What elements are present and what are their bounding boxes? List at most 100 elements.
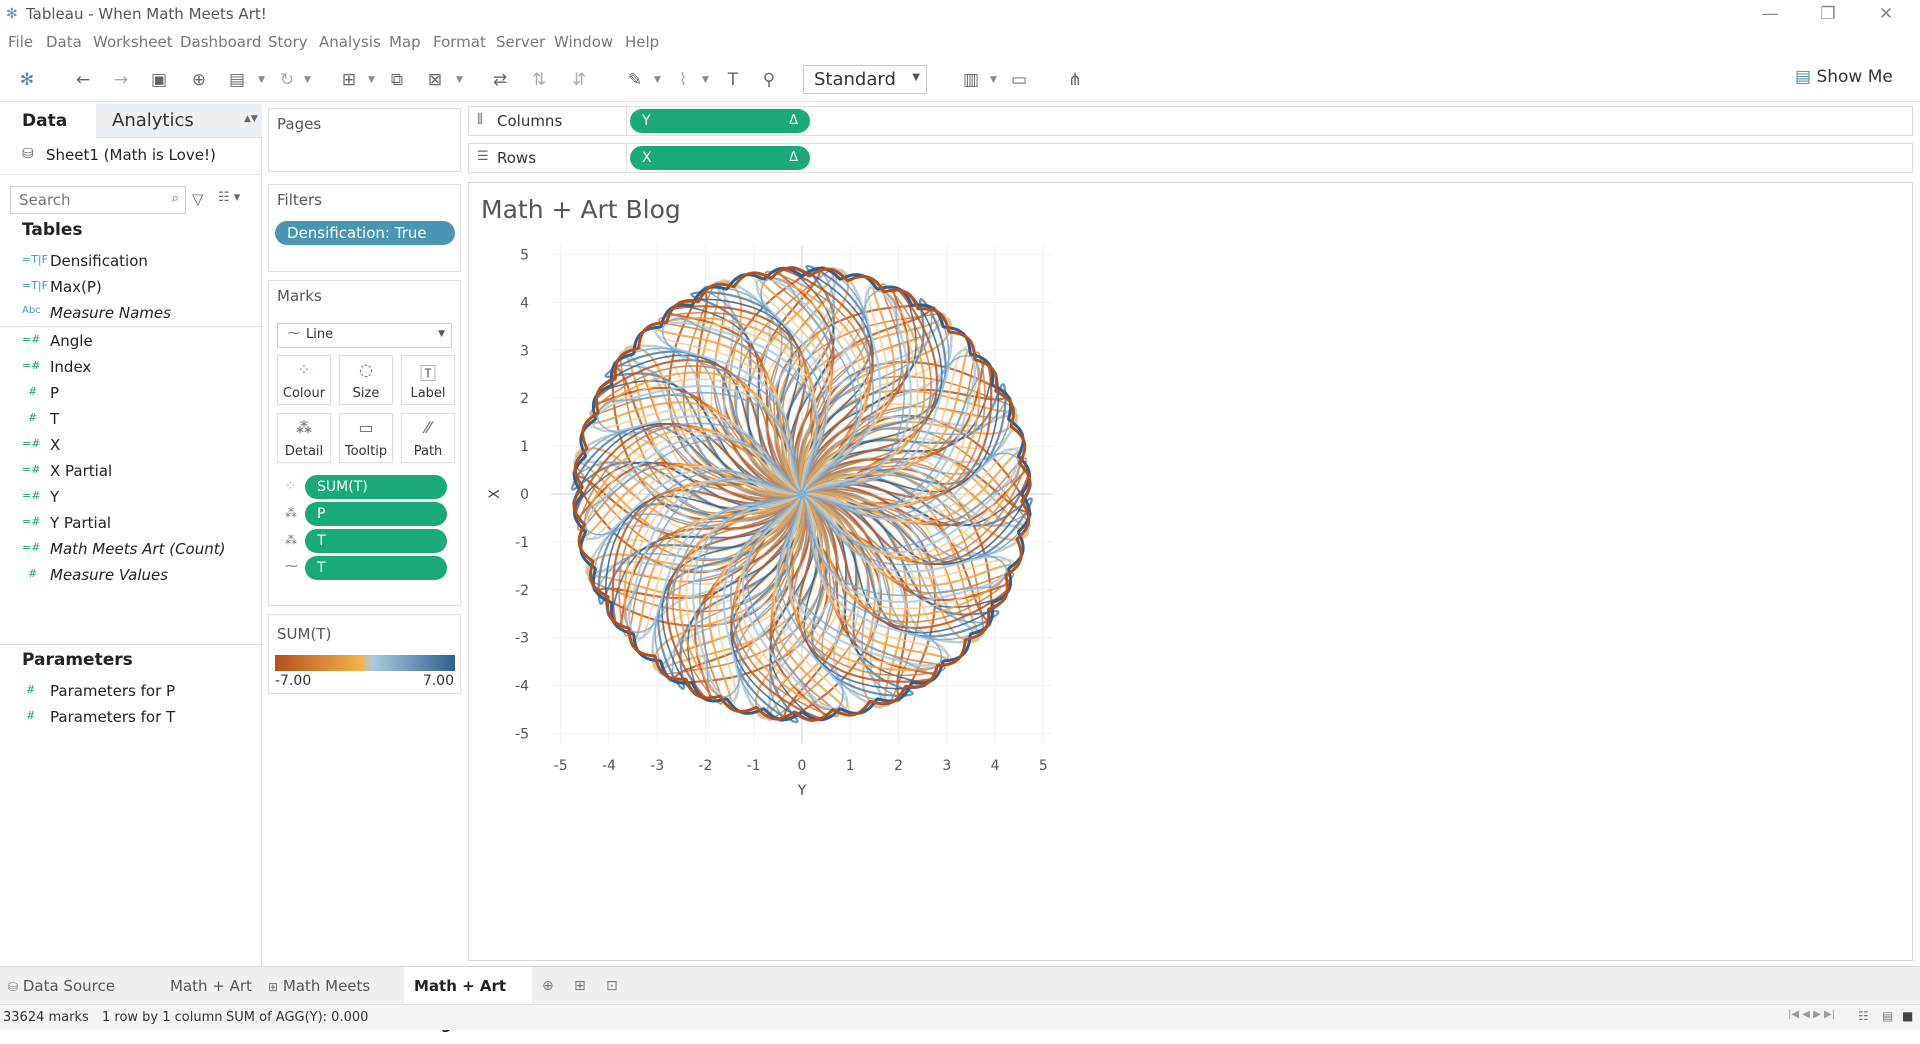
close-button[interactable]: ✕ [1878, 4, 1894, 24]
new-worksheet-tab-icon[interactable]: ⊕ [542, 978, 554, 994]
filmstrip-icon[interactable]: ▤ [1882, 1009, 1894, 1023]
colour-legend-card[interactable]: SUM(T) -7.00 7.00 [268, 614, 461, 694]
chevron-down-icon[interactable]: ▼ [258, 75, 265, 85]
tab-math-meets-art[interactable]: ⊞ Math Meets Art! [268, 977, 371, 1034]
menu-file[interactable]: File [8, 33, 34, 51]
pages-card[interactable]: Pages [268, 108, 461, 172]
swap-rows-columns-icon[interactable]: ⇄ [492, 70, 508, 90]
menu-help[interactable]: Help [625, 33, 660, 51]
view-options-icon[interactable]: ☷ ▾ [218, 190, 241, 205]
marks-pill-t-path[interactable]: T [305, 556, 447, 580]
search-input[interactable] [17, 188, 167, 212]
size-button[interactable]: ◌ Size [339, 355, 393, 405]
menu-worksheet[interactable]: Worksheet [93, 33, 173, 51]
share-icon[interactable]: ⋔ [1067, 70, 1083, 90]
field-densification[interactable]: =T|F Densification [22, 252, 148, 270]
marks-pill-sum-t[interactable]: SUM(T) [305, 475, 447, 499]
field-measure-names[interactable]: Abc Measure Names [22, 304, 171, 322]
pane-menu-icon[interactable]: ▲▼ [244, 114, 258, 124]
field-index[interactable]: =# Index [22, 358, 92, 376]
parameter-t[interactable]: # Parameters for T [26, 708, 176, 726]
spiral-series-line [583, 277, 1021, 711]
menu-server[interactable]: Server [496, 33, 546, 51]
legend-gradient [275, 655, 455, 671]
filter-pill-densification[interactable]: Densification: True [275, 221, 455, 245]
new-datasource-icon[interactable]: ⊕ [191, 70, 207, 90]
marks-pill-t[interactable]: T [305, 529, 447, 553]
menu-dashboard[interactable]: Dashboard [180, 33, 262, 51]
tab-data-source[interactable]: ⛁ Data Source [8, 977, 115, 995]
field-x[interactable]: =# X [22, 436, 61, 454]
filter-icon[interactable]: ▽ [192, 190, 204, 208]
sheet-title: Math + Art Blog [481, 195, 681, 224]
columns-pill-y[interactable]: Y Δ [630, 109, 810, 133]
field-angle[interactable]: =# Angle [22, 332, 93, 350]
columns-shelf[interactable]: ⫼ Columns Y Δ [468, 106, 1913, 136]
chevron-down-icon[interactable]: ▼ [368, 75, 375, 85]
field-y[interactable]: =# Y [22, 488, 60, 506]
show-me-button[interactable]: ▤ Show Me [1795, 67, 1893, 87]
sheet-sorter-icon[interactable]: ☷ [1858, 1009, 1869, 1023]
restore-button[interactable]: ❐ [1820, 4, 1836, 24]
new-story-tab-icon[interactable]: ⊡ [606, 978, 618, 994]
sheet-nav-icon[interactable]: |◀ ◀ ▶ ▶| [1788, 1009, 1836, 1020]
field-measure-values[interactable]: # Measure Values [28, 566, 169, 584]
chevron-down-icon[interactable]: ▼ [456, 75, 463, 85]
tabs-view-icon[interactable]: ■ [1902, 1009, 1914, 1023]
tooltip-button[interactable]: ▭ Tooltip [339, 413, 393, 463]
undo-icon[interactable]: ← [75, 70, 91, 90]
group-members-icon[interactable]: ⌇ [678, 70, 688, 90]
fit-select[interactable]: Standard ▼ [803, 65, 927, 94]
sort-ascending-icon[interactable]: ⇅ [531, 70, 547, 90]
parameter-p[interactable]: # Parameters for P [26, 682, 176, 700]
fix-axes-icon[interactable]: ⚲ [762, 70, 776, 90]
menu-story[interactable]: Story [268, 33, 308, 51]
label-button[interactable]: 🅃 Label [401, 355, 455, 405]
menu-map[interactable]: Map [389, 33, 421, 51]
show-mark-labels-icon[interactable]: T [727, 70, 739, 90]
highlight-icon[interactable]: ✎ [627, 70, 643, 90]
menu-data[interactable]: Data [46, 33, 82, 51]
chevron-down-icon[interactable]: ▼ [990, 75, 997, 85]
detail-button[interactable]: ⁂ Detail [277, 413, 331, 463]
redo-icon[interactable]: → [113, 70, 129, 90]
chevron-down-icon[interactable]: ▼ [304, 75, 311, 85]
datasource-name[interactable]: Sheet1 (Math is Love!) [46, 146, 216, 164]
chevron-down-icon[interactable]: ▼ [654, 75, 661, 85]
show-cards-icon[interactable]: ▥ [962, 70, 980, 90]
new-worksheet-icon[interactable]: ⊞ [341, 70, 357, 90]
rows-pill-x[interactable]: X Δ [630, 146, 810, 170]
field-t[interactable]: # T [28, 410, 60, 428]
field-max-p[interactable]: =T|F Max(P) [22, 278, 102, 296]
colour-button[interactable]: ⁘ Colour [277, 355, 331, 405]
refresh-icon[interactable]: ↻ [279, 70, 295, 90]
field-p[interactable]: # P [28, 384, 60, 402]
pause-updates-icon[interactable]: ▤ [228, 70, 246, 90]
tab-math-art[interactable]: Math + Art [170, 977, 252, 995]
presentation-mode-icon[interactable]: ▭ [1010, 70, 1028, 90]
menu-window[interactable]: Window [554, 33, 614, 51]
rows-shelf[interactable]: ☰ Rows X Δ [468, 143, 1913, 173]
tab-math-art-blog[interactable]: Math + Art Blog [404, 967, 532, 1033]
save-icon[interactable]: ▣ [150, 70, 168, 90]
filters-card[interactable]: Filters Densification: True [268, 184, 461, 272]
tab-analytics[interactable]: Analytics [112, 110, 194, 131]
minimize-button[interactable]: — [1761, 4, 1779, 24]
marks-pill-p[interactable]: P [305, 502, 447, 526]
duplicate-sheet-icon[interactable]: ⧉ [390, 70, 404, 90]
sort-descending-icon[interactable]: ⇵ [571, 70, 587, 90]
tableau-home-icon[interactable]: ✻ [19, 70, 35, 90]
clear-sheet-icon[interactable]: ⊠ [427, 70, 443, 90]
spiral-series-line [571, 265, 1033, 723]
field-x-partial[interactable]: =# X Partial [22, 462, 113, 480]
spirograph-chart[interactable]: -5 -4 -3 -2 -1 0 1 2 3 4 5 5 4 3 2 1 0 -1 -2 -3 -4 -5 Y X [469, 183, 1189, 962]
tab-data[interactable]: Data [0, 104, 96, 138]
menu-format[interactable]: Format [433, 33, 486, 51]
menu-analysis[interactable]: Analysis [319, 33, 381, 51]
path-button[interactable]: ⁄⁄ Path [401, 413, 455, 463]
mark-type-select[interactable]: ⁓ Line ▼ [277, 323, 452, 348]
field-math-meets-art-count[interactable]: =# Math Meets Art (Count) [22, 540, 226, 558]
new-dashboard-tab-icon[interactable]: ⊞ [574, 978, 586, 994]
chevron-down-icon[interactable]: ▼ [702, 75, 709, 85]
field-y-partial[interactable]: =# Y Partial [22, 514, 112, 532]
